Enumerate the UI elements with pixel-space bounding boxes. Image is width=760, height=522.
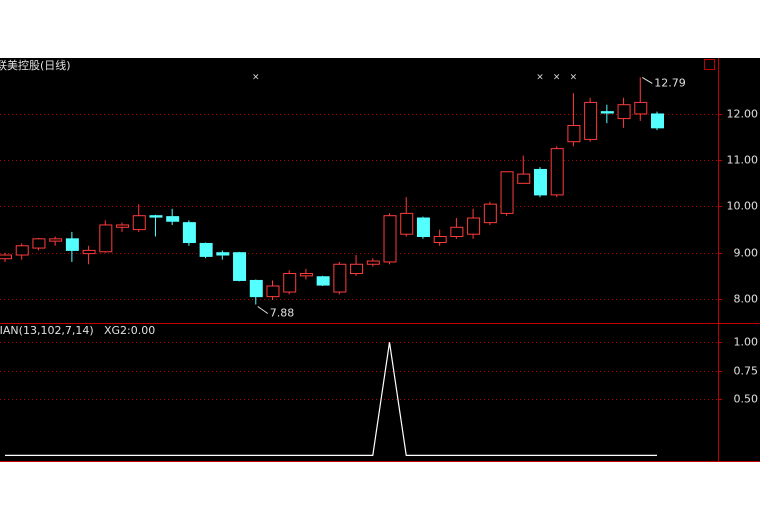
candle-body [0,254,12,260]
annotation-label: 12.79 [654,76,686,89]
candle-body [99,224,113,253]
signal-marker: × [252,73,260,83]
candle-body [132,215,146,231]
window-button[interactable] [704,59,715,70]
indicator-title: QIAN(13,102,7,14) [0,324,94,337]
candle-body [383,215,397,263]
candle-body [584,101,598,140]
candle-body [517,173,531,184]
candle-body [651,113,664,129]
candle-body [49,238,63,242]
signal-marker: × [570,73,578,83]
candle-body [299,273,313,277]
candle-body [116,224,130,228]
y-tick-label: 9.00 [734,247,759,260]
candle-body [182,222,196,244]
candle-body [350,263,364,275]
y-tick-label: 0.50 [734,393,759,406]
annotation-label: 7.88 [270,307,295,320]
candle-body [483,203,497,224]
candle-body [450,226,464,238]
y-tick-label: 1.00 [734,336,759,349]
candle-body [199,242,213,257]
indicator-line [5,342,657,456]
y-tick-label: 10.00 [727,200,759,213]
candle-body [600,111,614,114]
y-tick-label: 12.00 [727,108,759,121]
candle-body [166,216,180,222]
chart-background [0,58,760,462]
candle-body [634,101,648,115]
candle-body [216,252,230,256]
candle-body [82,249,96,255]
y-tick-label: 11.00 [727,154,759,167]
candle-body [500,171,514,214]
y-tick-label: 8.00 [734,293,759,306]
candle-body [400,212,414,235]
candle-body [149,215,163,218]
candle-body [416,217,430,238]
candle-body [233,252,247,281]
candle-body [333,263,347,293]
candle-body [316,276,330,286]
signal-marker: × [553,73,561,83]
candle-body [467,217,481,235]
candle-body [32,238,46,249]
signal-marker: × [536,73,544,83]
candle-body [266,285,280,298]
candle-body [249,279,263,298]
candle-body [550,148,564,196]
candle-body [65,238,79,251]
y-tick-label: 0.75 [734,365,759,378]
candle-body [567,125,581,143]
annotation-arrow [642,76,653,84]
candle-body [366,260,380,265]
candle-body [15,245,29,256]
annotation-arrow [257,306,269,314]
candle-body [617,104,631,120]
candle-body [533,168,547,196]
indicator-value: XG2:0.00 [104,324,155,337]
candle-body [283,273,297,293]
chart-title: 联美控股(日线) [0,58,71,72]
candle-body [433,236,447,244]
